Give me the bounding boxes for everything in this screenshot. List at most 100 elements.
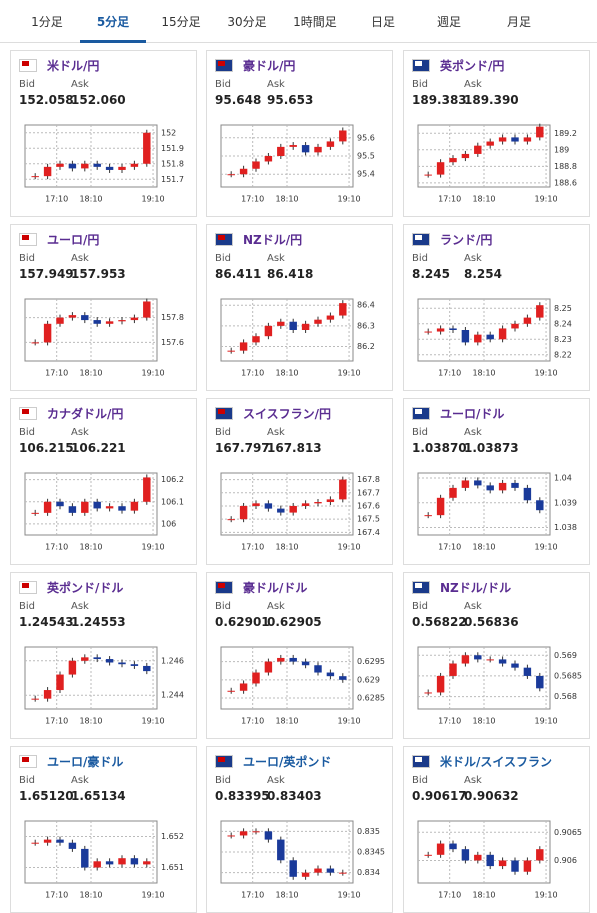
candle-body bbox=[43, 501, 52, 513]
x-tick-label: 17:10 bbox=[241, 717, 264, 726]
y-tick-label: 188.6 bbox=[554, 178, 577, 187]
candle-body bbox=[105, 166, 114, 170]
candle-body bbox=[486, 659, 494, 661]
candle-body bbox=[523, 487, 532, 501]
candle-body bbox=[339, 676, 347, 680]
candle-body bbox=[43, 323, 52, 343]
candle-body bbox=[239, 831, 248, 836]
candle-body bbox=[277, 508, 285, 513]
x-tick-label: 17:10 bbox=[438, 195, 461, 204]
y-tick-label: 1.038 bbox=[554, 523, 577, 532]
bid-value: 95.648 bbox=[215, 93, 262, 107]
candle-body bbox=[43, 690, 52, 699]
bid-value: 0.83395 bbox=[215, 789, 270, 803]
rate-card[interactable]: 米ドル/円 Bid Ask 152.058 152.060 151.7 151.8 151.9… bbox=[10, 50, 197, 217]
rate-card[interactable]: NZドル/ドル Bid Ask 0.56822 0.56836 0.568 0.5685 0.… bbox=[403, 572, 590, 739]
pair-title: ランド/円 bbox=[440, 233, 493, 247]
ask-value: 8.254 bbox=[464, 267, 502, 281]
rate-card[interactable]: カナダドル/円 Bid Ask 106.215 106.221 106 106.1 106.2… bbox=[10, 398, 197, 565]
tab[interactable]: 1時間足 bbox=[293, 15, 337, 29]
candle-body bbox=[31, 342, 39, 344]
candle-body bbox=[43, 166, 52, 177]
candle-body bbox=[239, 505, 248, 520]
candle-body bbox=[277, 321, 285, 326]
y-tick-label: 95.5 bbox=[357, 152, 375, 161]
rate-card[interactable]: ユーロ/ドル Bid Ask 1.03870 1.03873 1.038 1.039 1.04… bbox=[403, 398, 590, 565]
bid-label: Bid bbox=[215, 775, 231, 786]
candle-body bbox=[130, 317, 139, 321]
tab[interactable]: 日足 bbox=[370, 15, 395, 29]
candle-body bbox=[68, 506, 77, 513]
rate-card[interactable]: NZドル/円 Bid Ask 86.411 86.418 86.2 86.3 86.4 17:1… bbox=[206, 224, 393, 391]
bid-value: 0.56822 bbox=[412, 615, 467, 629]
candle-body bbox=[511, 482, 519, 488]
mini-chart: 167.4 167.5 167.6 167.7 167.8 17:10 18:10 19:10 bbox=[220, 472, 380, 552]
bid-label: Bid bbox=[412, 775, 428, 786]
bid-value: 0.90617 bbox=[412, 789, 467, 803]
ask-label: Ask bbox=[464, 601, 482, 612]
candle-body bbox=[301, 145, 310, 153]
candle-body bbox=[277, 146, 285, 156]
flag-icon bbox=[19, 233, 37, 246]
candle-body bbox=[301, 323, 310, 330]
candle-body bbox=[436, 328, 445, 332]
y-tick-label: 167.5 bbox=[357, 515, 380, 524]
candle-body bbox=[474, 145, 482, 154]
candle-body bbox=[498, 328, 507, 340]
candle-body bbox=[523, 137, 532, 142]
y-tick-label: 95.6 bbox=[357, 133, 375, 142]
x-tick-label: 18:10 bbox=[275, 543, 298, 552]
tab[interactable]: 1分足 bbox=[31, 15, 63, 29]
flag-mark bbox=[22, 583, 29, 588]
y-tick-label: 0.906 bbox=[554, 856, 577, 865]
rate-card[interactable]: 米ドル/スイスフラン Bid Ask 0.90617 0.90632 0.906 0.906… bbox=[403, 746, 590, 913]
flag-mark bbox=[218, 235, 225, 240]
rate-card[interactable]: ユーロ/英ポンド Bid Ask 0.83395 0.83403 0.834 0.8345 0… bbox=[206, 746, 393, 913]
tab[interactable]: 30分足 bbox=[227, 15, 267, 29]
candle-body bbox=[474, 854, 482, 861]
candle-body bbox=[264, 156, 273, 162]
rate-card[interactable]: スイスフラン/円 Bid Ask 167.797 167.813 167.4 167.5 16… bbox=[206, 398, 393, 565]
rate-card[interactable]: 英ポンド/円 Bid Ask 189.383 189.390 188.6 188.8 189 1… bbox=[403, 50, 590, 217]
y-tick-label: 167.6 bbox=[357, 501, 380, 510]
candle-body bbox=[68, 315, 77, 318]
candle-body bbox=[227, 690, 235, 692]
candle-body bbox=[523, 860, 532, 872]
rate-card[interactable]: ユーロ/円 Bid Ask 157.949 157.953 157.6 157.8 17:10… bbox=[10, 224, 197, 391]
candle-body bbox=[449, 843, 457, 850]
rate-card[interactable]: ユーロ/豪ドル Bid Ask 1.65120 1.65134 1.651 1.652 17:… bbox=[10, 746, 197, 913]
tab[interactable]: 月足 bbox=[506, 15, 531, 29]
candle-body bbox=[436, 497, 445, 516]
x-tick-label: 17:10 bbox=[45, 891, 68, 900]
x-tick-label: 18:10 bbox=[472, 543, 495, 552]
x-tick-label: 17:10 bbox=[438, 369, 461, 378]
y-tick-label: 95.4 bbox=[357, 170, 375, 179]
rate-card[interactable]: 豪ドル/円 Bid Ask 95.648 95.653 95.4 95.5 95.6 17:10… bbox=[206, 50, 393, 217]
y-tick-label: 0.9065 bbox=[554, 828, 582, 837]
rate-card[interactable]: ランド/円 Bid Ask 8.245 8.254 8.22 8.23 8.24 8.25 17:… bbox=[403, 224, 590, 391]
rate-card[interactable]: 英ポンド/ドル Bid Ask 1.24543 1.24553 1.244 1.246 17:… bbox=[10, 572, 197, 739]
candle-body bbox=[511, 137, 519, 142]
candle-body bbox=[326, 672, 335, 677]
candle-body bbox=[227, 835, 235, 837]
candle-body bbox=[130, 858, 139, 865]
y-tick-label: 151.7 bbox=[161, 175, 184, 184]
flag-icon bbox=[215, 59, 233, 72]
candle-body bbox=[461, 849, 470, 861]
y-tick-label: 8.23 bbox=[554, 335, 572, 344]
ask-label: Ask bbox=[464, 253, 482, 264]
candle-body bbox=[118, 662, 126, 665]
tab[interactable]: 15分足 bbox=[161, 15, 201, 29]
tab[interactable]: 週足 bbox=[436, 15, 461, 29]
tab[interactable]: 5分足 bbox=[80, 0, 146, 43]
x-tick-label: 19:10 bbox=[535, 717, 558, 726]
y-tick-label: 167.4 bbox=[357, 528, 380, 537]
x-tick-label: 18:10 bbox=[79, 543, 102, 552]
ask-value: 95.653 bbox=[267, 93, 314, 107]
ask-value: 1.03873 bbox=[464, 441, 519, 455]
rate-card[interactable]: 豪ドル/ドル Bid Ask 0.62901 0.62905 0.6285 0.629 0.6… bbox=[206, 572, 393, 739]
ask-value: 1.24553 bbox=[71, 615, 126, 629]
candle-body bbox=[474, 334, 482, 343]
candle-body bbox=[449, 663, 457, 676]
y-tick-label: 8.25 bbox=[554, 304, 572, 313]
